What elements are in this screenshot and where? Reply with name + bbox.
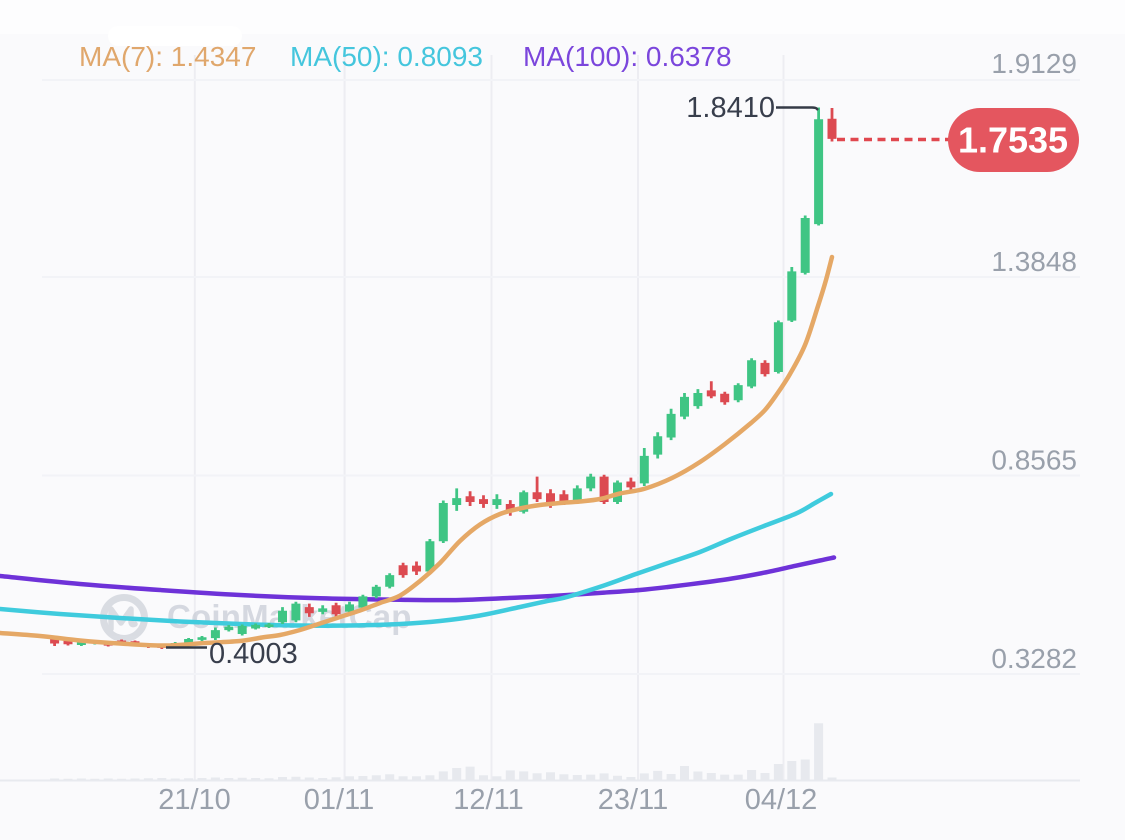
svg-text:MA(7): 1.4347: MA(7): 1.4347: [79, 41, 256, 72]
svg-text:1.8410: 1.8410: [686, 92, 775, 124]
svg-text:0.8565: 0.8565: [991, 445, 1077, 476]
svg-text:0.3282: 0.3282: [991, 643, 1077, 674]
svg-text:04/12: 04/12: [745, 784, 818, 816]
svg-text:01/11: 01/11: [304, 784, 374, 816]
svg-text:MA(50): 0.8093: MA(50): 0.8093: [290, 41, 483, 72]
svg-text:0.4003: 0.4003: [209, 638, 298, 670]
svg-text:1.7535: 1.7535: [958, 120, 1068, 161]
svg-text:23/11: 23/11: [598, 784, 668, 816]
svg-text:MA(100): 0.6378: MA(100): 0.6378: [523, 41, 732, 72]
svg-text:1.9129: 1.9129: [991, 48, 1077, 79]
svg-text:21/10: 21/10: [158, 784, 231, 816]
svg-text:1.3848: 1.3848: [991, 246, 1077, 277]
svg-text:12/11: 12/11: [453, 784, 523, 816]
